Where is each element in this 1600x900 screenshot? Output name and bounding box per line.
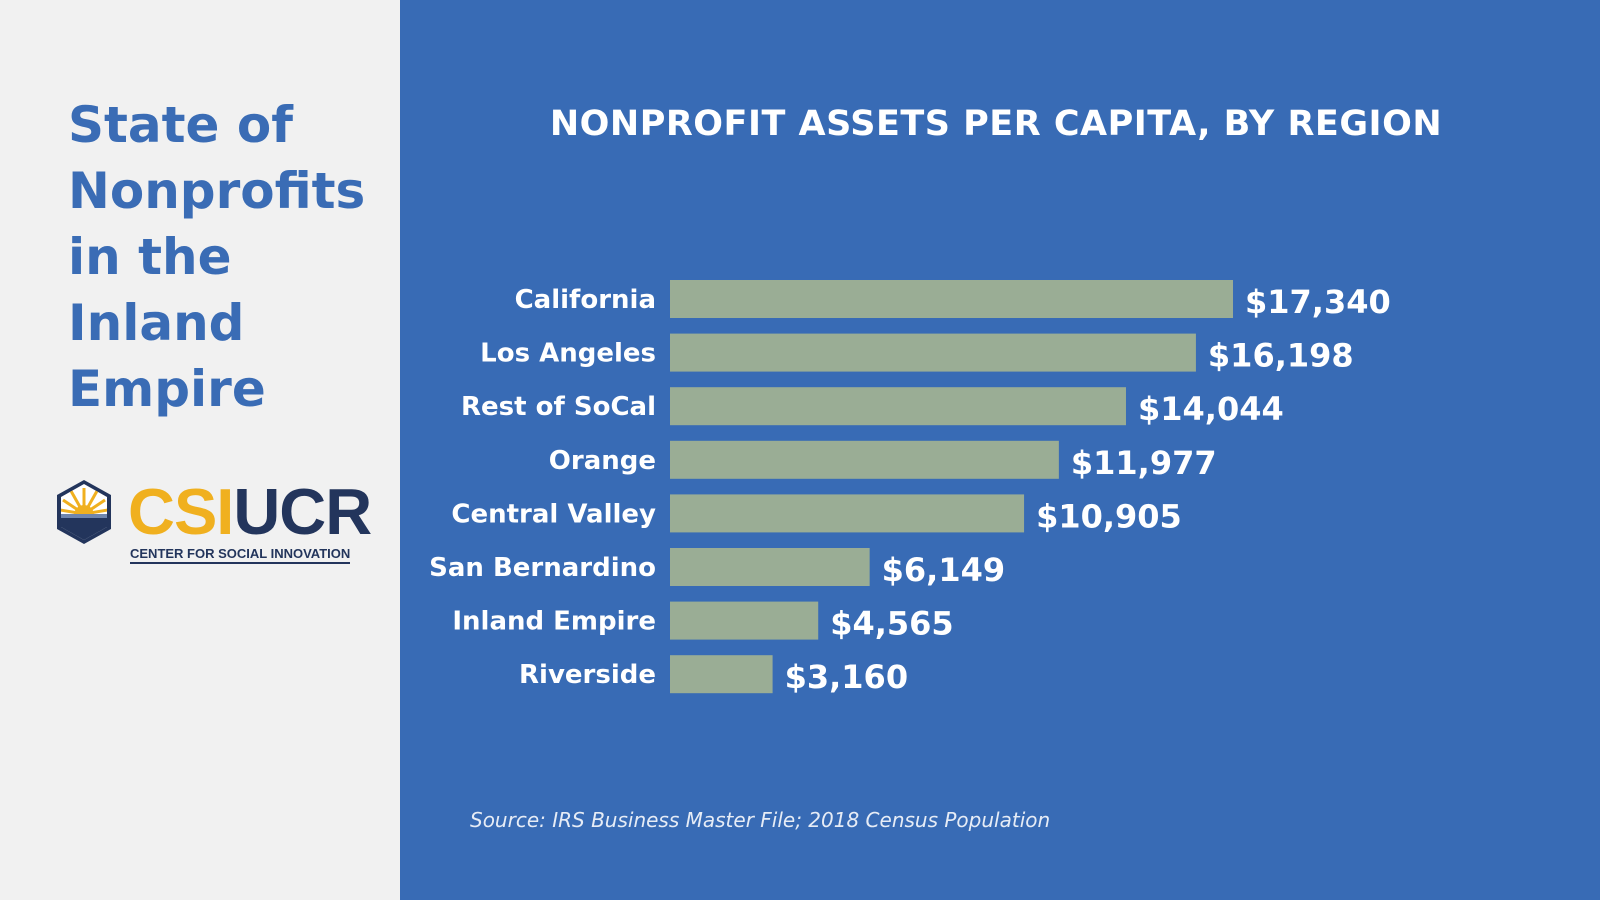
- chart-title: NONPROFIT ASSETS PER CAPITA, BY REGION: [549, 104, 1443, 144]
- value-label: $6,149: [882, 551, 1005, 589]
- deck-title-line-2: Nonprofits: [68, 161, 366, 220]
- value-label: $3,160: [785, 658, 908, 696]
- deck-title-line-4: Inland: [68, 293, 245, 352]
- logo-tagline: CENTER FOR SOCIAL INNOVATION: [130, 546, 351, 564]
- logo-ucr-text: UCR: [233, 475, 372, 548]
- value-label: $16,198: [1208, 337, 1354, 375]
- value-label: $10,905: [1036, 497, 1182, 535]
- bar-chart: California $17,340 Los Angeles $16,198 Rest …: [429, 280, 1391, 696]
- value-label: $4,565: [830, 605, 953, 643]
- value-label: $17,340: [1245, 283, 1391, 321]
- source-note: Source: IRS Business Master File; 2018 C…: [470, 808, 1051, 832]
- deck-title-line-1: State of: [68, 95, 293, 154]
- bar-orange: [670, 440, 1059, 479]
- bar-california: [670, 280, 1233, 318]
- bar-riverside: [670, 655, 773, 694]
- category-label: Inland Empire: [452, 607, 656, 637]
- bar-los-angeles: [670, 333, 1196, 372]
- logo-wordmark: CSIUCR: [128, 479, 372, 544]
- deck-title-line-3: in the: [68, 227, 232, 286]
- category-label: Orange: [549, 446, 656, 476]
- category-label: Riverside: [519, 660, 656, 690]
- bar-rest-of-socal: [670, 387, 1126, 426]
- category-label: Central Valley: [451, 499, 656, 529]
- bar-san-bernardino: [670, 548, 870, 586]
- value-label: $14,044: [1138, 390, 1284, 428]
- deck-title: State of Nonprofits in the Inland Empire: [68, 92, 388, 422]
- category-label: Rest of SoCal: [461, 392, 656, 422]
- logo-csi-text: CSI: [128, 475, 234, 548]
- csi-ucr-logo: CSIUCR CENTER FOR SOCIAL INNOVATION: [52, 478, 372, 570]
- category-label: Los Angeles: [480, 339, 656, 369]
- bar-central-valley: [670, 494, 1025, 533]
- bar-inland-empire: [670, 601, 819, 640]
- category-label: San Bernardino: [429, 553, 656, 583]
- sunrise-hexagon-icon: [57, 480, 111, 544]
- value-label: $11,977: [1071, 444, 1217, 482]
- sidebar-panel: State of Nonprofits in the Inland Empire: [0, 0, 400, 900]
- category-label: California: [515, 285, 656, 315]
- deck-title-line-5: Empire: [68, 359, 266, 418]
